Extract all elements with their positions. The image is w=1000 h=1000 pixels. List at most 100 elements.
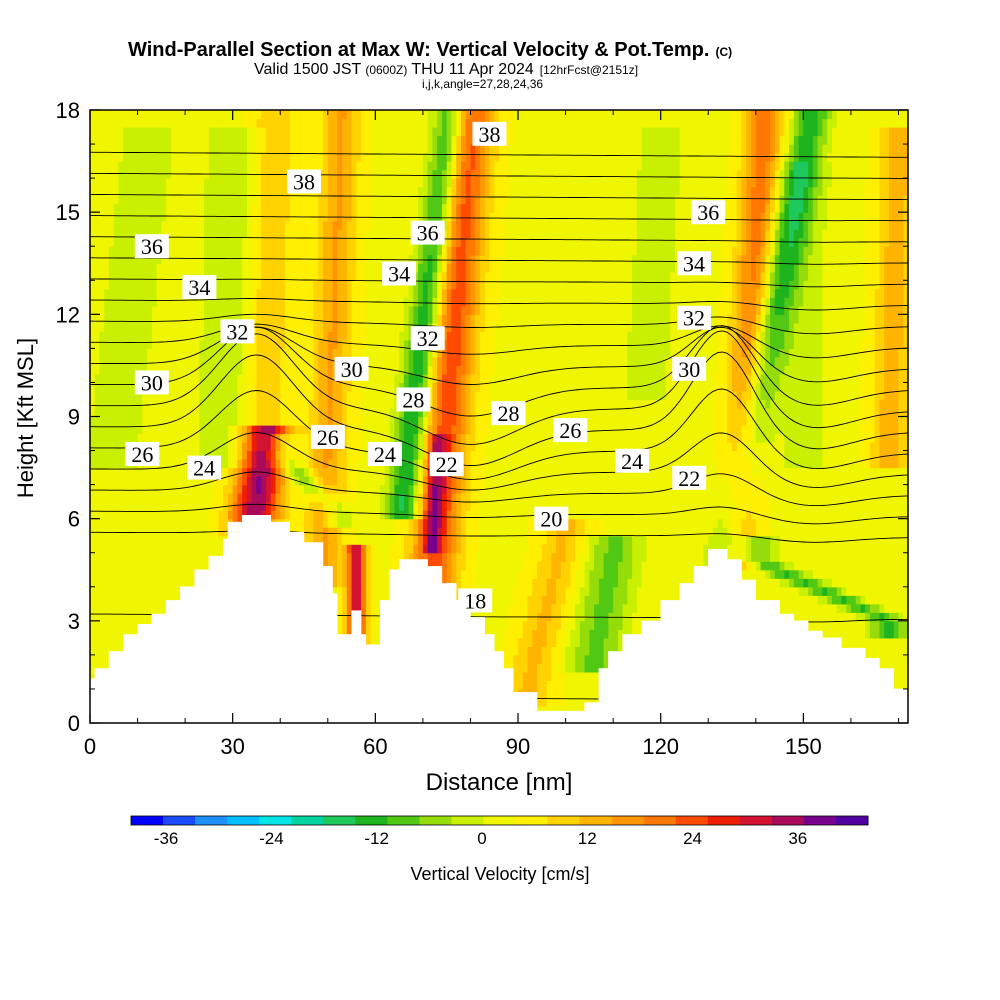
velocity-cell xyxy=(180,518,186,528)
velocity-cell xyxy=(299,527,305,537)
velocity-cell xyxy=(104,339,110,349)
velocity-cell xyxy=(161,467,167,477)
velocity-cell xyxy=(170,195,177,205)
velocity-cell xyxy=(261,484,267,494)
velocity-cell xyxy=(213,390,220,401)
velocity-cell xyxy=(251,373,258,384)
velocity-cell xyxy=(118,169,124,179)
velocity-cell xyxy=(399,161,405,171)
velocity-cell xyxy=(161,425,167,435)
velocity-cell xyxy=(194,263,200,273)
velocity-cell xyxy=(189,331,196,341)
velocity-cell xyxy=(94,637,101,647)
velocity-cell xyxy=(332,510,338,520)
velocity-cell xyxy=(256,305,262,315)
velocity-cell xyxy=(90,586,96,596)
velocity-cell xyxy=(346,152,353,162)
velocity-cell xyxy=(147,127,153,137)
velocity-cell xyxy=(227,314,234,324)
velocity-cell xyxy=(342,135,348,145)
velocity-cell xyxy=(104,476,110,486)
velocity-cell xyxy=(294,433,300,443)
velocity-cell xyxy=(284,493,291,503)
velocity-cell xyxy=(275,467,281,477)
velocity-cell xyxy=(346,501,353,511)
velocity-cell xyxy=(151,578,158,588)
velocity-cell xyxy=(147,186,153,196)
velocity-cell xyxy=(289,271,296,281)
velocity-cell xyxy=(218,178,224,188)
velocity-cell xyxy=(246,178,253,188)
velocity-cell xyxy=(289,288,296,298)
velocity-cell xyxy=(189,535,196,545)
velocity-cell xyxy=(380,510,386,520)
velocity-cell xyxy=(227,280,234,290)
velocity-cell xyxy=(199,501,205,511)
velocity-cell xyxy=(204,297,210,307)
velocity-cell xyxy=(132,535,139,545)
velocity-cell xyxy=(365,305,372,315)
velocity-cell xyxy=(118,527,124,537)
velocity-cell xyxy=(337,178,343,188)
velocity-cell xyxy=(280,144,286,154)
velocity-cell xyxy=(308,118,315,128)
velocity-cell xyxy=(161,212,167,222)
velocity-cell xyxy=(113,484,120,494)
velocity-cell xyxy=(213,442,220,452)
velocity-cell xyxy=(380,382,386,392)
velocity-cell xyxy=(128,144,134,154)
velocity-cell xyxy=(147,178,153,188)
velocity-cell xyxy=(332,203,338,213)
velocity-cell xyxy=(246,450,253,460)
velocity-cell xyxy=(332,127,338,137)
velocity-cell xyxy=(280,493,286,503)
velocity-cell xyxy=(185,161,191,171)
velocity-cell xyxy=(375,135,381,145)
velocity-cell xyxy=(180,484,186,494)
velocity-cell xyxy=(109,263,115,273)
velocity-cell xyxy=(332,297,338,307)
velocity-cell xyxy=(380,305,386,315)
velocity-cell xyxy=(166,263,172,273)
velocity-cell xyxy=(166,127,172,137)
velocity-cell xyxy=(166,459,172,469)
velocity-cell xyxy=(170,535,177,545)
velocity-cell xyxy=(342,476,348,486)
velocity-cell xyxy=(137,527,143,537)
velocity-cell xyxy=(370,637,376,647)
velocity-cell xyxy=(199,390,205,401)
velocity-cell xyxy=(147,280,153,290)
velocity-cell xyxy=(132,527,139,537)
velocity-cell xyxy=(408,195,414,205)
velocity-cell xyxy=(337,629,343,639)
velocity-cell xyxy=(346,433,353,443)
velocity-cell xyxy=(351,399,357,409)
velocity-cell xyxy=(299,144,305,154)
velocity-cell xyxy=(375,425,381,435)
velocity-cell xyxy=(142,195,148,205)
velocity-cell xyxy=(308,390,315,401)
velocity-cell xyxy=(384,373,391,384)
velocity-cell xyxy=(104,442,110,452)
velocity-cell xyxy=(180,110,186,120)
velocity-cell xyxy=(361,442,367,452)
velocity-cell xyxy=(284,407,291,418)
velocity-cell xyxy=(270,467,277,477)
velocity-cell xyxy=(270,459,277,469)
velocity-cell xyxy=(156,271,162,281)
velocity-cell xyxy=(242,399,248,409)
velocity-cell xyxy=(99,535,105,545)
velocity-cell xyxy=(218,237,224,247)
velocity-cell xyxy=(104,390,110,401)
velocity-cell xyxy=(170,459,177,469)
velocity-cell xyxy=(185,442,191,452)
velocity-cell xyxy=(185,237,191,247)
velocity-cell xyxy=(175,356,181,367)
velocity-cell xyxy=(232,450,239,460)
velocity-cell xyxy=(337,510,343,520)
velocity-cell xyxy=(270,246,277,256)
velocity-cell xyxy=(213,339,220,349)
velocity-cell xyxy=(246,416,253,426)
velocity-cell xyxy=(151,220,158,230)
velocity-cell xyxy=(104,569,110,579)
